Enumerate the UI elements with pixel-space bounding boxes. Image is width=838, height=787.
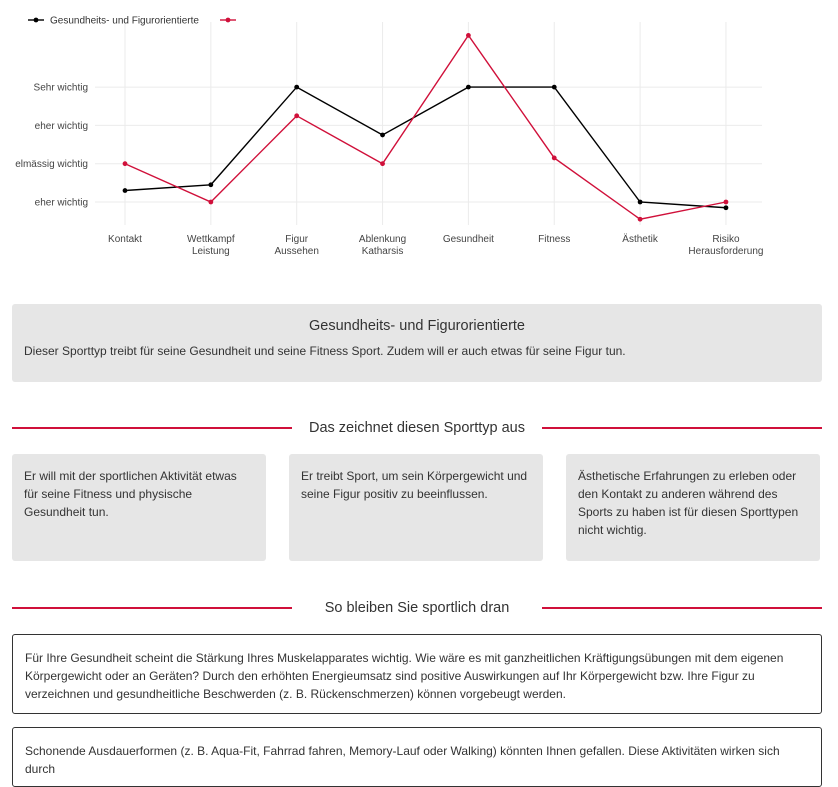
x-tick-label-line: Wettkampf <box>187 234 235 245</box>
profile-box: Gesundheits- und Figurorientierte Dieser… <box>12 304 822 382</box>
data-point <box>466 32 471 38</box>
data-point <box>208 182 214 188</box>
x-tick-label: Fitness <box>538 234 570 245</box>
legend-label: Gesundheits- und Figurorientierte <box>50 16 199 27</box>
section-title-tips: So bleiben Sie sportlich dran <box>314 600 520 616</box>
data-point <box>122 161 128 167</box>
feature-card: Ästhetische Erfahrungen zu erleben oder … <box>566 454 820 561</box>
x-tick-label: Figur Aussehen <box>274 234 318 257</box>
x-tick-label-line: Aussehen <box>274 246 318 257</box>
data-point <box>294 113 300 119</box>
divider-line-left <box>12 607 292 609</box>
data-point <box>208 199 214 205</box>
x-tick-label-line: Risiko <box>712 234 740 245</box>
data-point <box>122 188 128 193</box>
x-tick-label-line: Katharsis <box>362 246 404 257</box>
y-tick-label: elmässig wichtig <box>15 159 88 170</box>
data-point <box>551 155 557 161</box>
tip-box: Für Ihre Gesundheit scheint die Stärkung… <box>12 634 822 714</box>
line-chart: eher wichtig elmässig wichtig eher wichtig… <box>15 16 763 258</box>
x-tick-label: Ästhetik <box>622 233 659 245</box>
y-axis-ticks: eher wichtig elmässig wichtig eher wichtig… <box>15 83 88 209</box>
tip-box: Schonende Ausdauerformen (z. B. Aqua-Fit… <box>12 727 822 787</box>
divider-line-right <box>542 607 822 609</box>
data-point <box>294 84 300 90</box>
y-tick-label: Sehr wichtig <box>34 83 88 94</box>
data-point <box>637 216 643 222</box>
x-tick-label: Kontakt <box>108 234 142 245</box>
section-divider-features: Das zeichnet diesen Sporttyp aus <box>12 418 822 438</box>
profile-title: Gesundheits- und Figurorientierte <box>308 318 525 334</box>
data-point <box>466 84 471 90</box>
feature-card: Er will mit der sportlichen Aktivität et… <box>12 454 266 561</box>
data-point <box>723 199 729 205</box>
data-point <box>723 205 729 211</box>
x-axis-ticks: Kontakt Wettkampf Leistung Figur Aussehen Abl… <box>108 233 763 257</box>
x-tick-label: Risiko Herausforderung <box>688 234 763 257</box>
x-tick-label: Wettkampf Leistung <box>187 234 235 257</box>
chart-series <box>122 32 729 222</box>
chart-legend: Gesundheits- und Figurorientierte <box>28 16 236 27</box>
x-tick-label-line: Ästhetik <box>622 233 659 245</box>
section-divider-tips: So bleiben Sie sportlich dran <box>12 598 822 618</box>
x-tick-label-line: Herausforderung <box>688 246 763 257</box>
series-line <box>124 86 726 209</box>
section-title-features: Das zeichnet diesen Sporttyp aus <box>298 420 535 436</box>
divider-line-left <box>12 427 292 429</box>
y-tick-label: eher wichtig <box>35 198 88 209</box>
data-point <box>380 161 385 167</box>
feature-card: Er treibt Sport, um sein Körpergewicht u… <box>289 454 543 561</box>
x-tick-label-line: Leistung <box>192 246 230 257</box>
x-tick-label-line: Kontakt <box>108 234 142 245</box>
y-tick-label: eher wichtig <box>35 121 88 132</box>
chart-grid <box>95 22 762 225</box>
x-tick-label: Ablenkung Katharsis <box>359 234 406 257</box>
x-tick-label-line: Figur <box>285 234 308 245</box>
divider-line-right <box>542 427 822 429</box>
legend-marker <box>225 17 231 23</box>
data-point <box>637 199 643 205</box>
x-tick-label-line: Fitness <box>538 234 570 245</box>
x-tick-label-line: Gesundheit <box>443 234 494 245</box>
data-point <box>380 132 385 138</box>
legend-marker <box>33 17 39 23</box>
x-tick-label: Gesundheit <box>443 234 494 245</box>
data-point <box>551 84 557 90</box>
profile-description: Dieser Sporttyp treibt für seine Gesundh… <box>24 344 626 358</box>
series-line <box>124 34 727 220</box>
x-tick-label-line: Ablenkung <box>359 234 406 245</box>
